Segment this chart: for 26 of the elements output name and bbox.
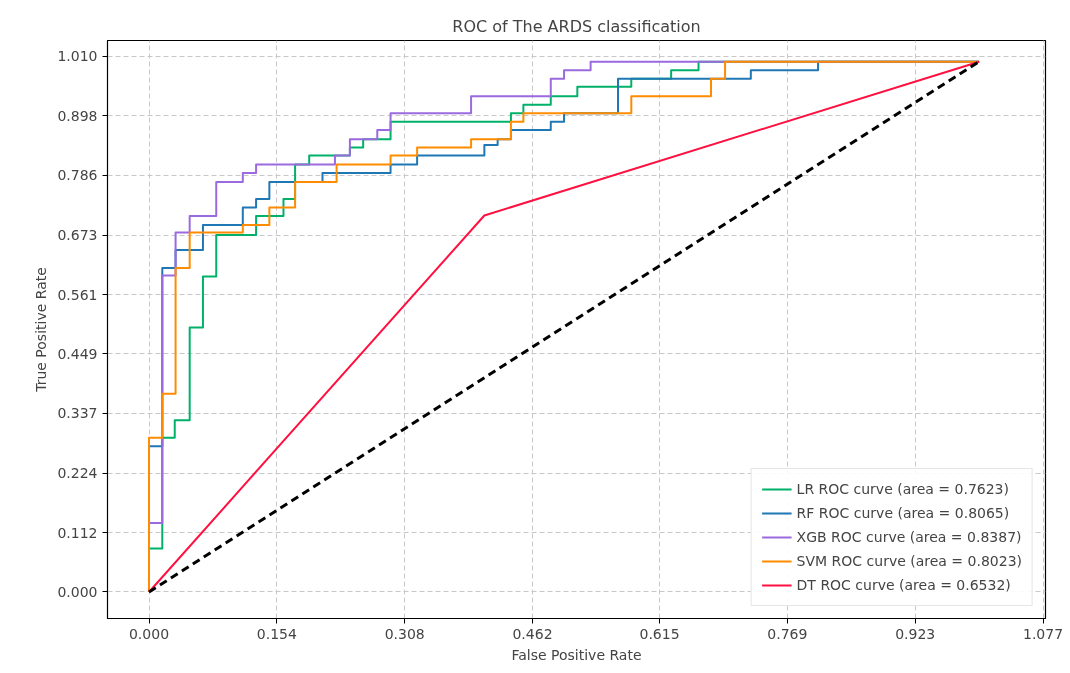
legend-label: XGB ROC curve (area = 0.8387) bbox=[796, 529, 1022, 545]
y-tick-label: 0.449 bbox=[57, 345, 98, 362]
x-tick-label: 1.077 bbox=[1022, 625, 1064, 642]
x-tick-label: 0.308 bbox=[384, 625, 425, 642]
x-tick-label: 0.615 bbox=[639, 625, 680, 642]
y-tick-label: 0.786 bbox=[57, 167, 98, 184]
legend-label: SVM ROC curve (area = 0.8023) bbox=[796, 553, 1022, 569]
x-tick-label: 0.154 bbox=[256, 625, 297, 642]
legend-label: DT ROC curve (area = 0.6532) bbox=[796, 577, 1011, 593]
x-axis-title: False Positive Rate bbox=[511, 646, 642, 663]
x-tick-label: 0.462 bbox=[512, 625, 553, 642]
legend-label: LR ROC curve (area = 0.7623) bbox=[796, 481, 1009, 497]
y-tick-label: 0.224 bbox=[57, 465, 98, 482]
y-tick-label: 0.112 bbox=[57, 524, 98, 541]
x-tick-label: 0.923 bbox=[895, 625, 936, 642]
chart-title: ROC of The ARDS classification bbox=[452, 16, 701, 36]
y-tick-label: 0.561 bbox=[57, 286, 98, 303]
x-tick-label: 0.769 bbox=[767, 625, 808, 642]
y-axis-title: True Positive Rate bbox=[33, 267, 50, 393]
legend-label: RF ROC curve (area = 0.8065) bbox=[796, 505, 1010, 521]
y-tick-label: 1.010 bbox=[57, 48, 98, 65]
y-tick-label: 0.898 bbox=[57, 107, 98, 124]
y-tick-label: 0.673 bbox=[57, 227, 98, 244]
y-tick-label: 0.000 bbox=[57, 583, 98, 600]
y-tick-label: 0.337 bbox=[57, 405, 98, 422]
x-tick-label: 0.000 bbox=[128, 625, 170, 642]
